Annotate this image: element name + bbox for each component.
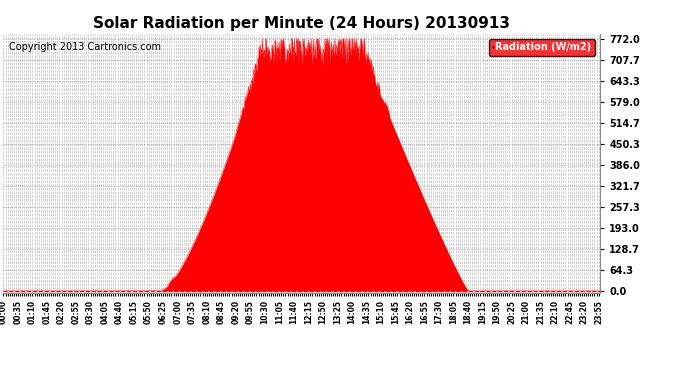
Text: Copyright 2013 Cartronics.com: Copyright 2013 Cartronics.com [10,42,161,51]
Title: Solar Radiation per Minute (24 Hours) 20130913: Solar Radiation per Minute (24 Hours) 20… [93,16,511,31]
Legend: Radiation (W/m2): Radiation (W/m2) [489,39,595,56]
